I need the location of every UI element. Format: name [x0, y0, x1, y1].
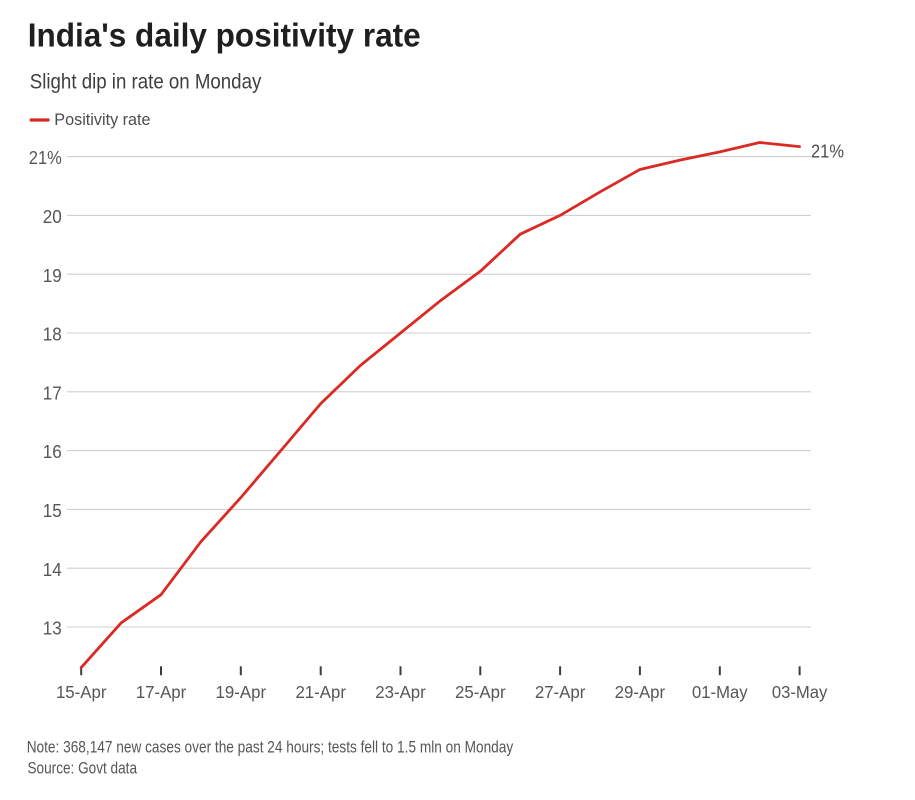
svg-text:13: 13: [43, 619, 62, 639]
svg-text:27-Apr: 27-Apr: [535, 682, 586, 702]
svg-text:Note: 368,147 new cases over t: Note: 368,147 new cases over the past 24…: [27, 738, 514, 757]
svg-text:15: 15: [43, 501, 62, 521]
svg-text:21%: 21%: [29, 148, 62, 168]
svg-text:17: 17: [43, 383, 62, 403]
svg-text:14: 14: [43, 560, 62, 580]
svg-text:Positivity rate: Positivity rate: [54, 111, 150, 129]
svg-text:India's daily positivity rate: India's daily positivity rate: [28, 16, 421, 53]
svg-text:Slight dip in rate on Monday: Slight dip in rate on Monday: [30, 70, 262, 94]
svg-text:01-May: 01-May: [692, 682, 748, 702]
svg-text:21-Apr: 21-Apr: [295, 682, 346, 702]
svg-text:Source: Govt data: Source: Govt data: [28, 759, 138, 778]
svg-text:16: 16: [43, 442, 62, 462]
svg-text:03-May: 03-May: [772, 682, 828, 702]
svg-text:23-Apr: 23-Apr: [375, 682, 426, 702]
svg-text:19: 19: [43, 266, 62, 286]
svg-text:17-Apr: 17-Apr: [136, 682, 187, 702]
svg-text:20: 20: [43, 207, 62, 227]
svg-text:29-Apr: 29-Apr: [615, 682, 666, 702]
svg-text:15-Apr: 15-Apr: [56, 682, 107, 702]
svg-text:18: 18: [43, 325, 62, 345]
svg-text:25-Apr: 25-Apr: [455, 682, 506, 702]
svg-text:21%: 21%: [811, 142, 844, 162]
svg-text:19-Apr: 19-Apr: [216, 682, 267, 702]
